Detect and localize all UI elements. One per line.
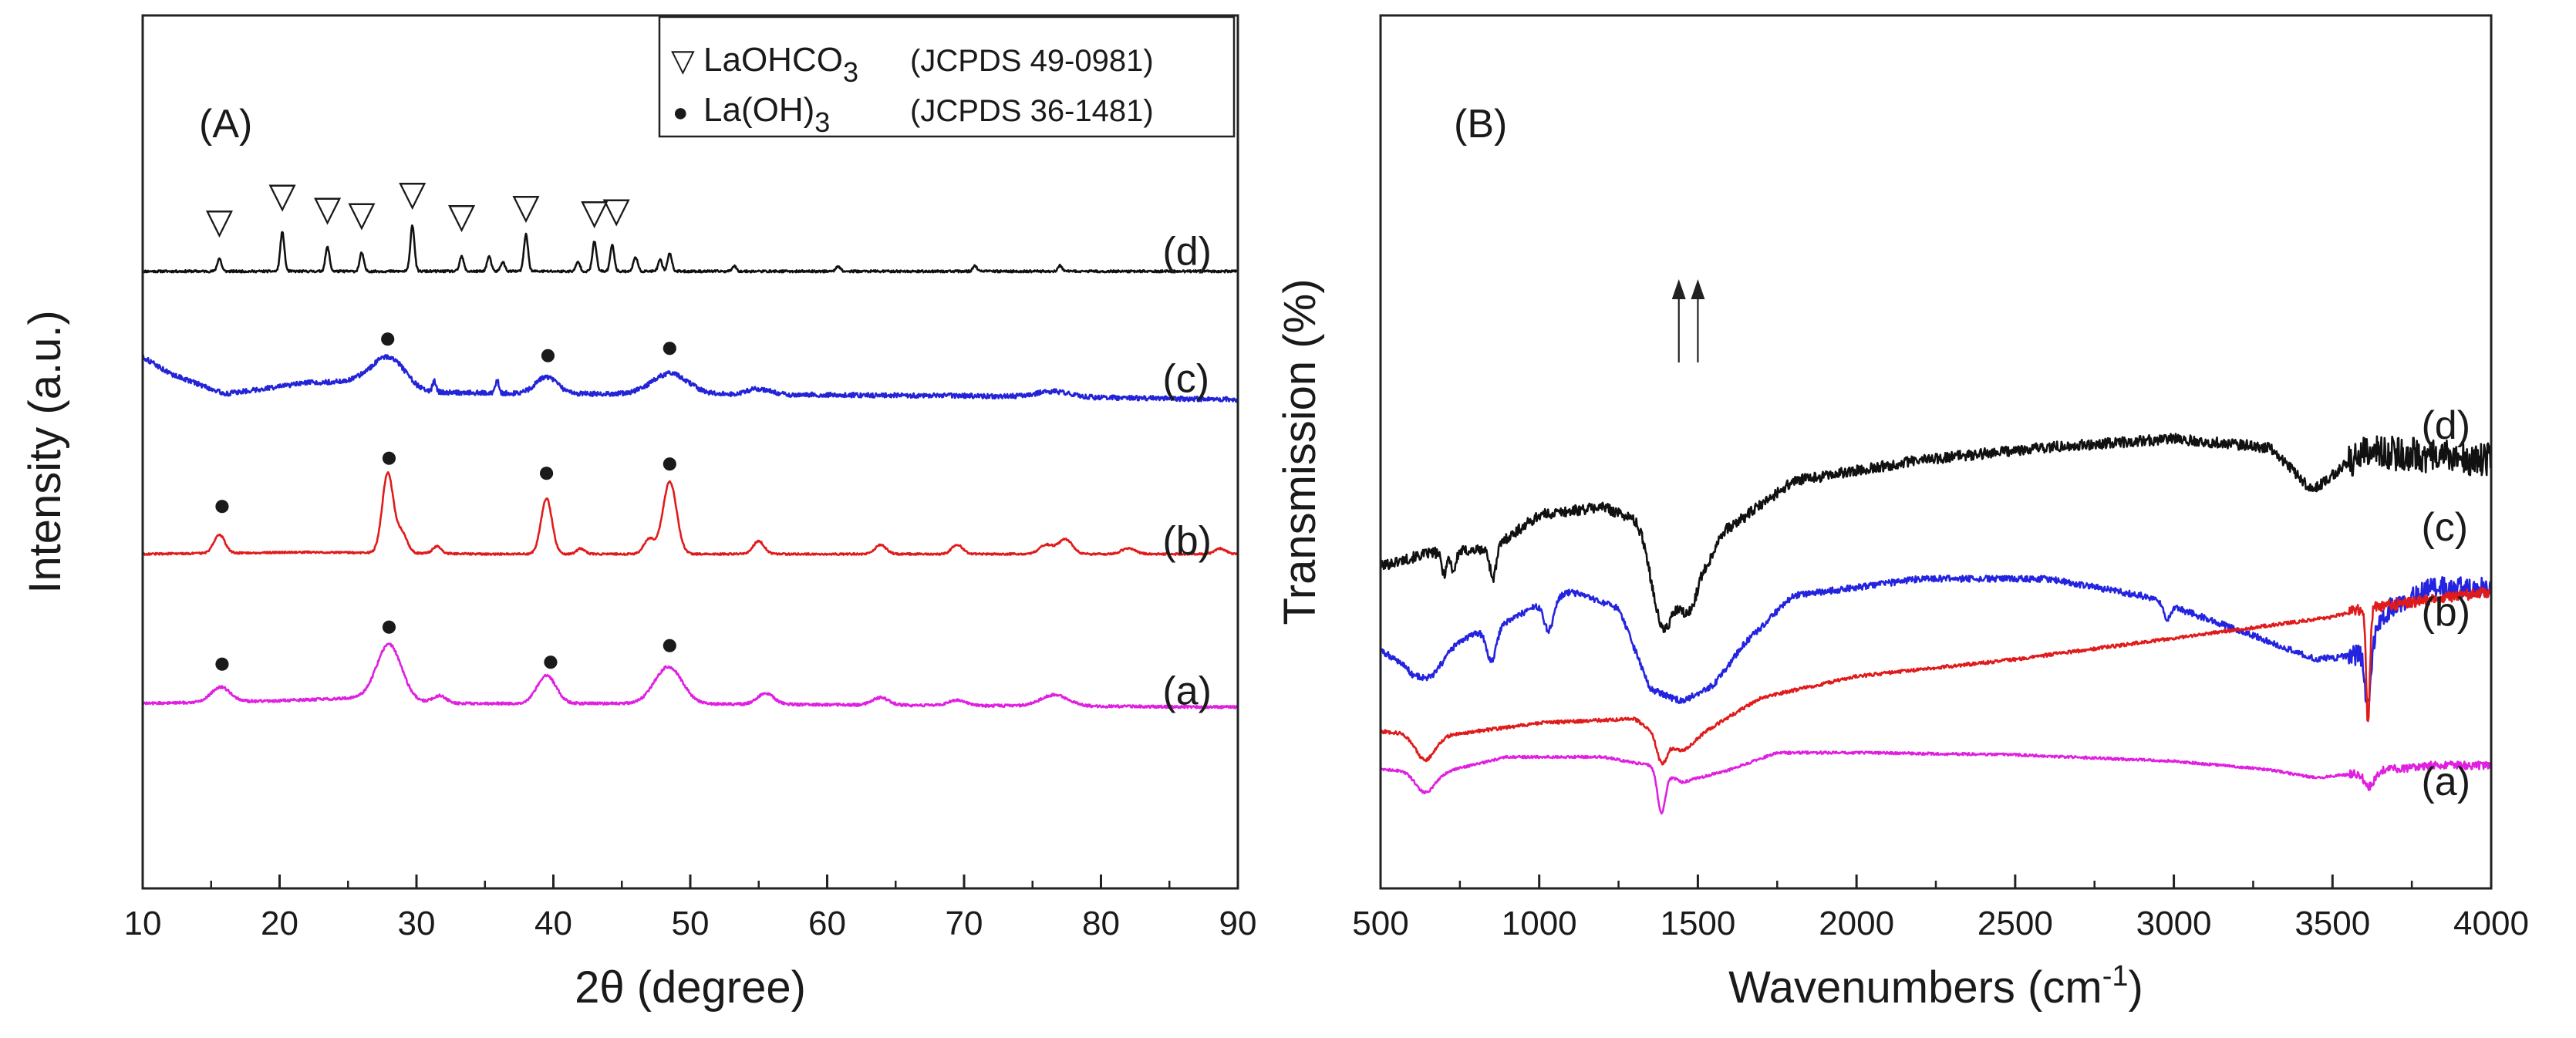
panel-b-tick-label: 4000 [2453,905,2529,942]
legend-label-laohco3-main: LaOHCO [703,41,843,79]
laoh3-peak-marker: ● [213,488,231,522]
laohco3-peak-marker: ▽ [399,174,427,214]
laohco3-peak-marker: ▽ [448,195,476,235]
panel-b-label: (B) [1454,102,1507,147]
xrd-trace-label-c: (c) [1162,356,1209,401]
xrd-trace-label-a: (a) [1162,669,1212,713]
legend-label-laohco3-sub: 3 [843,56,858,88]
band-arrow-head [1671,279,1686,299]
laoh3-peak-marker: ● [660,446,679,480]
ftir-trace-a [1379,750,2493,815]
panel-b-tick-label: 1000 [1502,905,1577,942]
panel-a-tick-label: 10 [124,905,162,942]
panel-a-traces: (d) (c) (b) (a) [141,224,1239,713]
panel-b-x-ticks: 500 1000 1500 2000 2500 3000 3500 4000 [1352,875,2529,942]
ftir-trace-label-a: (a) [2421,760,2470,804]
legend-marker-dot: ● [673,98,689,127]
ftir-trace-label-c: (c) [2421,505,2468,550]
legend-label-laoh3-sub: 3 [814,106,830,138]
panel-b-arrows [1671,279,1705,362]
panel-a-tick-label: 50 [672,905,710,942]
panel-a-x-axis-label: 2θ (degree) [575,962,806,1013]
xrd-trace-c [141,354,1239,403]
laohco3-peak-marker: ▽ [581,192,609,232]
legend-label-laoh3-main: La(OH) [703,91,814,129]
panel-b-traces: (d) (c) (b) (a) [1379,403,2493,815]
panel-b-tick-label: 3000 [2136,905,2212,942]
laoh3-peak-marker: ● [660,628,679,662]
xrd-trace-label-b: (b) [1162,518,1212,563]
legend-ref-laohco3: (JCPDS 49-0981) [910,44,1154,78]
ftir-trace-b [1379,586,2493,766]
panel-b: (d) (c) (b) (a) 500 1000 1500 2000 2500 3000 3500… [1275,14,2529,1013]
panel-b-tick-label: 500 [1352,905,1408,942]
panel-a-tick-label: 80 [1082,905,1120,942]
panel-b-tick-label: 3500 [2294,905,2370,942]
ftir-trace-d [1379,433,2493,633]
panel-a-tick-label: 40 [534,905,572,942]
xrd-trace-a [142,642,1239,709]
panel-a-legend: ▽ LaOHCO3 (JCPDS 49-0981) ● La(OH)3 (JCP… [658,15,1236,138]
panel-a-tick-label: 60 [808,905,846,942]
panel-b-x-axis-label-end: ) [2128,962,2143,1013]
panel-b-x-axis-label: Wavenumbers (cm-1) [1728,960,2143,1013]
panel-b-x-axis-label-main: Wavenumbers (cm [1728,962,2102,1013]
panel-a-label: (A) [199,102,252,147]
panel-b-tick-label: 2500 [1978,905,2053,942]
panel-a-x-ticks: 10 20 30 40 50 60 70 80 90 [124,875,1257,942]
panel-a-tick-label: 30 [398,905,436,942]
panel-b-y-axis-label: Transmission (%) [1275,278,1325,625]
laoh3-peak-marker: ● [379,321,397,355]
panel-a-tick-label: 70 [946,905,983,942]
xrd-trace-label-d: (d) [1162,229,1212,274]
laoh3-peak-marker: ● [660,330,679,364]
legend-label-laohco3: LaOHCO3 [703,41,858,88]
xrd-trace-b [142,471,1238,556]
panel-a-y-axis-label: Intensity (a.u.) [20,310,70,593]
laoh3-peak-marker: ● [538,337,557,371]
laoh3-peak-marker: ● [541,644,560,678]
panel-b-tick-label: 1500 [1660,905,1735,942]
xrd-trace-d [142,224,1239,274]
laoh3-peak-marker: ● [538,455,556,489]
panel-a: (d)(c)(b)(a) ▽▽ ▽ ▽▽▽ ▽ ▽▽● ● ●●● ● ●●●● ● 10 20 30… [20,14,1257,1013]
ftir-trace-label-b: (b) [2421,590,2470,635]
legend-box [658,15,1236,138]
legend-ref-laoh3: (JCPDS 36-1481) [910,94,1154,128]
band-arrow-head [1691,279,1705,299]
laoh3-peak-marker: ● [213,646,231,680]
laohco3-peak-marker: ▽ [348,194,376,234]
laoh3-peak-marker: ● [379,440,398,474]
panel-b-x-axis-label-sup: -1 [2102,960,2129,993]
ftir-trace-c [1379,575,2493,705]
laohco3-peak-marker: ▽ [512,186,540,226]
laoh3-peak-marker: ● [379,609,398,643]
legend-label-laoh3: La(OH)3 [703,91,830,138]
laohco3-peak-marker: ▽ [268,175,296,215]
laohco3-peak-marker: ▽ [314,188,342,228]
ftir-trace-label-d: (d) [2421,403,2470,448]
panel-a-peak-markers: ▽▽ ▽ ▽▽▽ ▽ ▽▽● ● ●●● ● ●●●● ● [206,174,679,680]
legend-marker-triangle: ▽ [671,44,695,78]
panel-a-tick-label: 90 [1219,905,1257,942]
panel-a-tick-label: 20 [261,905,298,942]
laohco3-peak-marker: ▽ [206,201,234,241]
laohco3-peak-marker: ▽ [602,190,630,230]
panel-b-tick-label: 2000 [1819,905,1894,942]
